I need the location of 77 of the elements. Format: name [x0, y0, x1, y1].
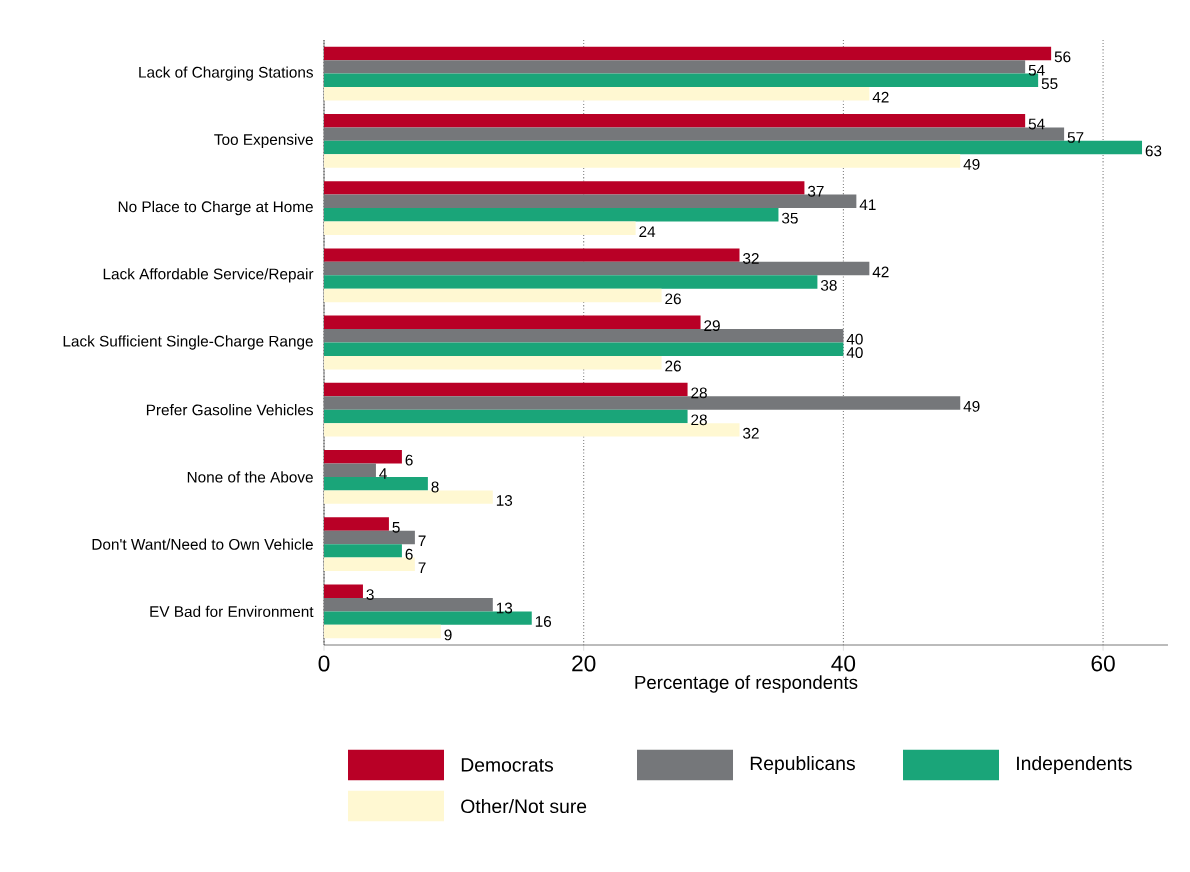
- bar: [324, 342, 844, 356]
- data-label: 5: [392, 522, 400, 533]
- data-label: 54: [1028, 64, 1045, 76]
- y-tick-label: Prefer Gasoline Vehicles: [146, 404, 314, 416]
- data-label: 7: [418, 562, 426, 573]
- data-label: 35: [781, 212, 798, 224]
- y-tick-label: Too Expensive: [214, 133, 313, 148]
- data-label: 55: [1041, 78, 1058, 90]
- data-label: 9: [444, 629, 452, 641]
- data-label: 57: [1067, 132, 1084, 143]
- x-tick-label: 20: [572, 655, 596, 672]
- legend-label: Independents: [1017, 755, 1132, 775]
- data-label: 8: [431, 481, 439, 493]
- y-tick-label: Lack Affordable Service/Repair: [103, 268, 314, 283]
- legend-label: Democrats: [461, 758, 554, 772]
- data-label: 13: [496, 495, 513, 506]
- data-label: 13: [496, 602, 513, 614]
- bar: [324, 181, 805, 195]
- bar: [324, 624, 441, 639]
- bar: [324, 517, 389, 531]
- bar: [324, 221, 636, 235]
- data-label: 40: [846, 333, 863, 345]
- x-tick-label: 0: [318, 655, 330, 672]
- legend-label: Other/Not sure: [461, 798, 587, 814]
- y-tick-label: Lack of Charging Stations: [139, 66, 313, 81]
- bar: [324, 584, 363, 598]
- bar: [324, 355, 662, 370]
- bar: [324, 315, 701, 330]
- data-label: 29: [704, 320, 720, 332]
- bar: [324, 208, 779, 222]
- legend-label: Republicans: [750, 755, 855, 775]
- data-label: 37: [807, 185, 824, 197]
- bar: [324, 60, 1026, 74]
- data-label: 49: [963, 158, 980, 170]
- data-label: 16: [535, 616, 552, 627]
- bar: [324, 46, 1052, 61]
- bar: [324, 154, 961, 168]
- bar: [324, 382, 688, 397]
- data-label: 42: [872, 91, 889, 103]
- bar: [324, 248, 740, 262]
- data-label: 26: [665, 293, 681, 305]
- bar: [324, 544, 402, 558]
- bar: [324, 113, 1026, 128]
- data-label: 6: [405, 548, 413, 560]
- y-tick-label: None of the Above: [187, 471, 313, 483]
- data-label: 4: [379, 468, 387, 479]
- bar: [324, 450, 402, 464]
- data-label: 40: [846, 347, 863, 359]
- data-label: 63: [1145, 145, 1162, 157]
- data-label: 7: [418, 535, 426, 547]
- data-label: 41: [859, 199, 876, 210]
- data-label: 49: [963, 400, 980, 412]
- data-label: 54: [1028, 118, 1045, 130]
- y-tick-label: Don't Want/Need to Own Vehicle: [92, 538, 313, 550]
- data-label: 42: [872, 266, 889, 278]
- x-axis-title: Percentage of respondents: [635, 675, 858, 693]
- data-label: 3: [366, 589, 374, 601]
- y-tick-label: Lack Sufficient Single-Charge Range: [63, 335, 313, 350]
- data-label: 28: [691, 414, 707, 426]
- bar: [324, 87, 870, 101]
- data-label: 6: [405, 454, 413, 466]
- data-label: 32: [743, 253, 759, 264]
- bar: [324, 275, 818, 289]
- data-label: 28: [691, 387, 707, 399]
- bar: [324, 463, 376, 477]
- x-tick-label: 60: [1091, 655, 1115, 672]
- bar: [324, 329, 844, 343]
- bar: [324, 288, 662, 303]
- x-tick-label: 40: [831, 655, 856, 672]
- data-label: 38: [820, 279, 837, 291]
- data-label: 32: [743, 427, 759, 439]
- data-label: 26: [665, 360, 681, 372]
- y-tick-label: EV Bad for Environment: [150, 605, 314, 618]
- data-label: 56: [1054, 51, 1071, 63]
- bar: [324, 409, 688, 424]
- y-tick-label: No Place to Charge at Home: [118, 200, 313, 216]
- data-label: 24: [639, 226, 656, 237]
